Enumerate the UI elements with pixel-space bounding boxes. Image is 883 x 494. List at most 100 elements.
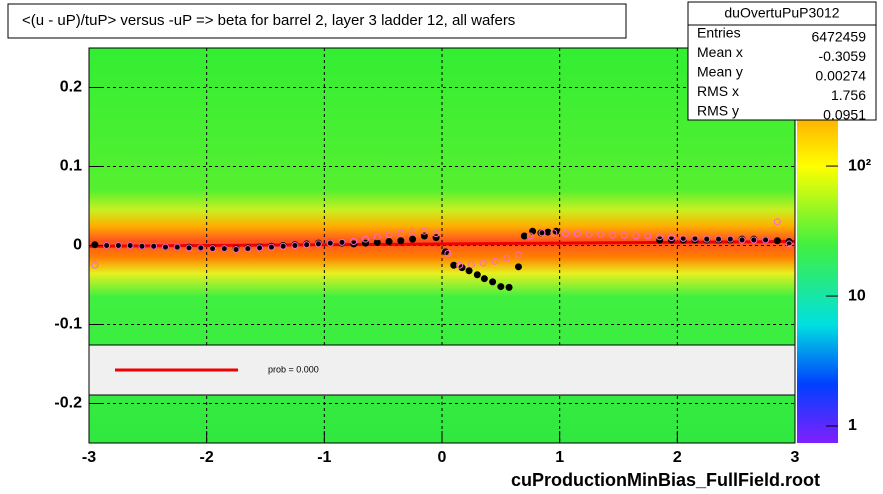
point [679,234,687,242]
point [497,283,505,291]
point [267,243,275,251]
point [691,234,699,242]
point [715,235,723,243]
point [279,242,287,250]
point [456,261,464,269]
point [114,242,122,249]
point [185,244,193,252]
point [409,235,417,243]
point [350,240,358,248]
point [703,235,711,243]
point [467,260,475,268]
point [173,243,181,251]
point [291,242,299,249]
point [244,245,252,253]
z-tick-label: 1 [848,417,857,434]
point [91,261,99,269]
stats-value: 1.756 [831,87,866,103]
point [397,229,405,237]
stats-rows: Entries 6472459 Mean x -0.3059 Mean y 0.00274… [697,25,866,123]
point [150,242,158,250]
point [667,236,675,244]
point [785,238,793,246]
point [489,278,497,286]
y-tick-label: -0.1 [54,316,82,333]
point [585,230,593,238]
point [350,238,358,246]
point [726,235,734,243]
stats-title: duOvertuPuP3012 [724,5,839,21]
point [573,230,581,238]
point [562,230,570,238]
grid [88,48,796,443]
point [420,232,428,240]
point [773,237,781,245]
point [220,245,228,253]
point [91,241,99,249]
point [514,263,522,271]
stats-value: 0.0951 [823,107,866,123]
point [620,231,628,239]
point [550,229,558,237]
x-tick-label: 2 [673,449,682,466]
point [362,235,370,243]
y-tick-label: 0.1 [60,158,82,175]
point [338,238,346,246]
y-tick-label: 0 [73,237,82,254]
y-tick-label: -0.2 [54,395,82,412]
point [209,245,217,253]
x-tick-label: 1 [555,449,564,466]
point [505,283,513,291]
point [597,230,605,238]
point [326,239,334,247]
x-tick-label: -3 [82,449,96,466]
point [256,244,264,252]
point [465,267,473,275]
point [126,242,134,249]
point [385,230,393,238]
point [750,236,758,244]
point [656,233,664,241]
point [444,249,452,257]
point [785,240,793,248]
point [632,232,640,240]
point [762,236,770,244]
point [667,234,675,242]
point [303,241,311,249]
x-tick-label: -2 [200,449,214,466]
point [409,228,417,236]
chart-title: <(u - uP)/tuP> versus -uP => beta for ba… [22,12,515,29]
point [544,228,552,236]
point [609,231,617,239]
stats-label: RMS x [697,83,739,99]
point [450,261,458,269]
y-tick-label: 0.2 [60,79,82,96]
point [514,251,522,259]
z-tick-label: 10 [848,287,866,304]
point [773,218,781,226]
point [503,254,511,262]
stats-label: Mean x [697,44,743,60]
legend-label: prob = 0.000 [268,364,319,374]
stats-value: 6472459 [811,29,866,45]
z-tick-label: 10² [848,157,871,174]
point [161,243,169,251]
point [526,232,534,240]
point [479,259,487,267]
x-tick-label: 0 [438,449,447,466]
point [420,227,428,235]
stats-value: -0.3059 [819,48,867,64]
point [373,233,381,241]
stats-box [687,1,877,121]
stats-value: 0.00274 [815,68,866,84]
marks [88,218,796,291]
point [491,257,499,265]
point [397,237,405,245]
stats-label: Entries [697,25,741,41]
point [480,275,488,283]
point [385,238,393,246]
point [432,230,440,238]
stats-label: RMS y [697,103,739,119]
